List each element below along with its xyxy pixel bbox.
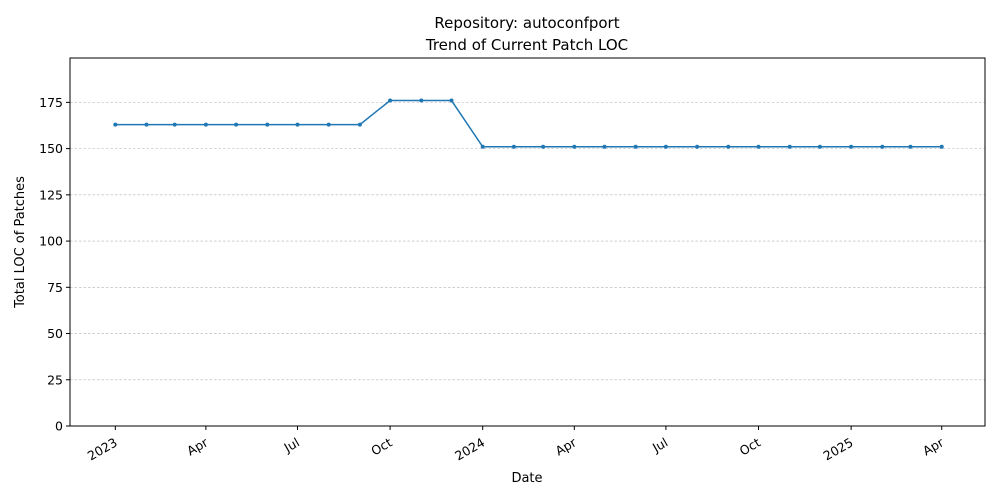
x-tick-label: Jul [281, 435, 302, 456]
data-point [572, 144, 577, 149]
x-tick-label: Oct [368, 435, 394, 459]
x-tick-label: Oct [737, 435, 763, 459]
data-point [633, 144, 638, 149]
y-tick-label: 50 [47, 326, 63, 341]
data-point [602, 144, 607, 149]
data-point [234, 122, 239, 127]
data-point [663, 144, 668, 149]
y-tick-label: 125 [39, 187, 63, 202]
y-tick-label: 0 [55, 419, 63, 434]
x-tick-label: 2025 [821, 435, 856, 464]
data-point [849, 144, 854, 149]
y-axis-ticks: 0 25 50 75 100 125 150 175 [39, 95, 70, 434]
data-point [449, 98, 454, 103]
x-tick-label: Apr [184, 434, 211, 458]
grid-lines [70, 102, 985, 381]
data-point [939, 144, 944, 149]
data-point [419, 98, 424, 103]
x-tick-label: Jul [649, 435, 670, 456]
data-series [113, 98, 944, 149]
chart-title-line1: Repository: autoconfport [434, 14, 619, 32]
y-axis-label: Total LOC of Patches [13, 176, 28, 309]
data-point [203, 122, 208, 127]
data-point [113, 122, 118, 127]
data-point [295, 122, 300, 127]
data-point [541, 144, 546, 149]
x-axis-label: Date [511, 471, 542, 486]
series-line [115, 99, 942, 148]
data-point [172, 122, 177, 127]
data-point [880, 144, 885, 149]
y-tick-label: 175 [39, 95, 63, 110]
data-point [326, 122, 331, 127]
data-point [817, 144, 822, 149]
data-point [265, 122, 270, 127]
data-point [756, 144, 761, 149]
data-point [144, 122, 149, 127]
x-tick-label: 2023 [85, 435, 120, 464]
data-point [726, 144, 731, 149]
data-point [695, 144, 700, 149]
data-point [908, 144, 913, 149]
data-point [480, 144, 485, 149]
y-tick-label: 100 [39, 234, 63, 249]
y-tick-label: 25 [47, 372, 63, 387]
data-point [388, 98, 393, 103]
x-axis-ticks: 2023 Apr Jul Oct 2024 Apr Jul Oct 2025 Apr [85, 426, 947, 464]
y-tick-label: 150 [39, 141, 63, 156]
x-tick-label: Apr [553, 434, 580, 458]
chart-title-line2: Trend of Current Patch LOC [425, 36, 628, 54]
x-tick-label: Apr [920, 434, 947, 458]
y-tick-label: 75 [47, 280, 63, 295]
data-point [511, 144, 516, 149]
plot-frame [69, 57, 986, 427]
x-tick-label: 2024 [452, 435, 487, 464]
data-point [357, 122, 362, 127]
data-point [787, 144, 792, 149]
